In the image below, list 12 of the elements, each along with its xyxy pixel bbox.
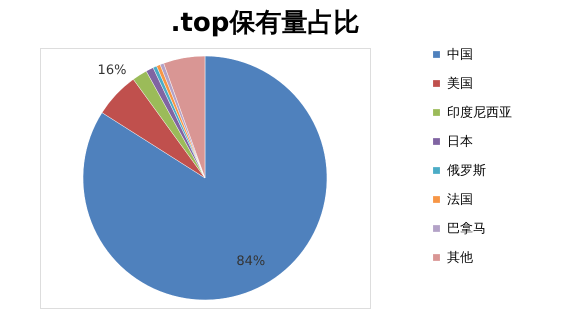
legend-label: 巴拿马	[447, 222, 486, 236]
legend-label: 印度尼西亚	[447, 104, 512, 120]
data-label: 84%	[236, 254, 266, 270]
chart-title: .top保有量占比	[170, 8, 360, 38]
text: 16%	[98, 63, 126, 78]
legend-label: 其他	[447, 250, 473, 266]
legend-label: 中国	[447, 48, 473, 62]
legend-label: 日本	[447, 134, 473, 150]
legend-label: 法国	[447, 192, 473, 208]
legend-label: 美国	[447, 76, 473, 92]
legend-label: 俄罗斯	[447, 164, 486, 178]
pie-slice	[82, 56, 328, 300]
